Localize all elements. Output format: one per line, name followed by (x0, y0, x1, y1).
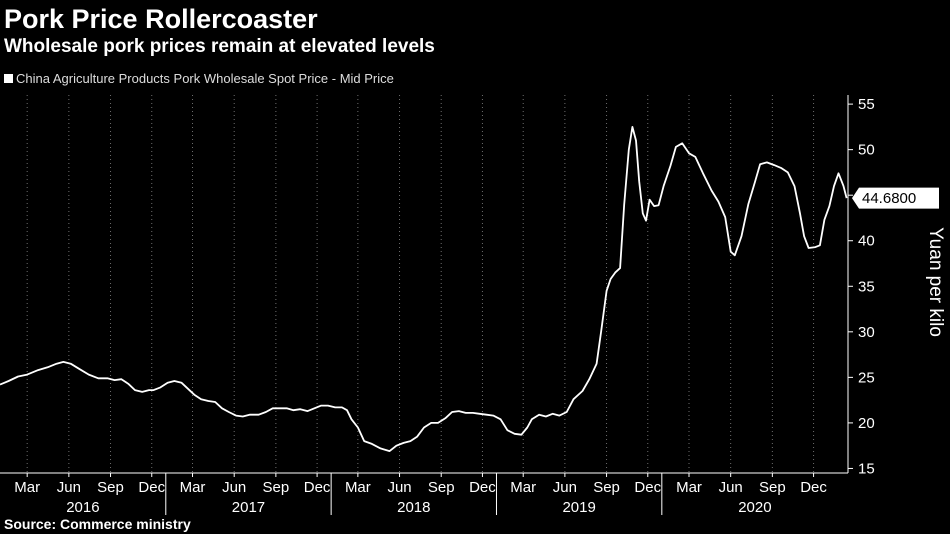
x-tick-label: Sep (759, 479, 786, 496)
x-tick-label: Sep (428, 479, 455, 496)
year-label: 2017 (232, 499, 265, 516)
grid-layer (26, 95, 815, 473)
x-tick-label: Mar (510, 479, 536, 496)
last-value-box (852, 187, 939, 209)
x-tick-label: Mar (14, 479, 40, 496)
legend: China Agriculture Products Pork Wholesal… (4, 70, 394, 88)
x-tick-label: Sep (593, 479, 620, 496)
x-tick-label: Sep (97, 479, 124, 496)
x-tick-label: Dec (469, 479, 496, 496)
x-tick-label: Jun (553, 479, 577, 496)
y-tick-label: 55 (858, 96, 875, 113)
x-tick-label: Jun (387, 479, 411, 496)
x-tick-label: Dec (138, 479, 165, 496)
legend-swatch (4, 74, 13, 83)
source-note: Source: Commerce ministry (4, 516, 191, 532)
x-tick-label: Jun (719, 479, 743, 496)
x-tick-label: Mar (676, 479, 702, 496)
axis-layer (0, 95, 849, 474)
y-tick-label: 20 (858, 415, 875, 432)
chart-title: Pork Price Rollercoaster (4, 4, 318, 34)
y-tick-label: 40 (858, 233, 875, 250)
legend-label: China Agriculture Products Pork Wholesal… (16, 71, 394, 86)
x-tick-label: Mar (345, 479, 371, 496)
x-tick-labels: Mar Jun Sep Dec Mar Jun Sep Dec Mar Jun Sep Dec Mar J… (14, 473, 827, 496)
series-line-pork-price (0, 126, 848, 452)
x-tick-label: Mar (180, 479, 206, 496)
y-tick-label: 50 (858, 142, 875, 159)
x-tick-label: Sep (263, 479, 290, 496)
y-tick-label: 25 (858, 369, 875, 386)
y-tick-label: 15 (858, 460, 875, 477)
year-labels: 2016 2017 2018 2019 2020 (66, 473, 772, 516)
last-value-label: 44.6800 (862, 190, 916, 207)
year-label: 2020 (738, 499, 771, 516)
x-tick-label: Jun (222, 479, 246, 496)
x-tick-label: Jun (57, 479, 81, 496)
chart-subtitle: Wholesale pork prices remain at elevated… (4, 36, 435, 57)
year-label: 2018 (397, 499, 430, 516)
y-tick-label: 30 (858, 324, 875, 341)
year-label: 2016 (66, 499, 99, 516)
last-value-callout: 44.6800 (852, 187, 939, 209)
x-tick-label: Dec (304, 479, 331, 496)
y-tick-labels: 152025303540455055 (848, 96, 875, 477)
y-axis-label: Yuan per kilo (925, 227, 946, 337)
y-tick-label: 35 (858, 278, 875, 295)
x-tick-label: Dec (800, 479, 827, 496)
year-label: 2019 (562, 499, 595, 516)
x-tick-label: Dec (634, 479, 661, 496)
